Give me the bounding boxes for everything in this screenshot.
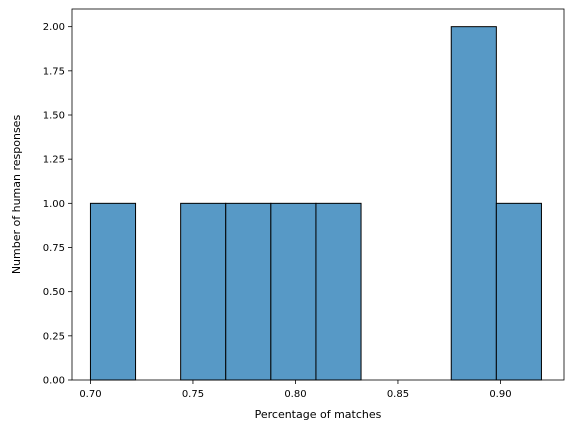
histogram-bar <box>181 203 226 380</box>
y-tick-label: 0.00 <box>43 376 65 387</box>
x-tick-label: 0.75 <box>182 389 204 400</box>
y-tick-label: 0.50 <box>43 287 65 298</box>
y-tick-label: 1.25 <box>43 155 65 166</box>
y-axis-ticks: 0.00 0.25 0.50 0.75 1.00 1.25 1.50 1.75 2.00 <box>43 22 72 386</box>
histogram-bars <box>90 27 541 380</box>
y-tick-label: 1.50 <box>43 111 65 122</box>
histogram-bar <box>316 203 361 380</box>
y-tick-label: 0.75 <box>43 243 65 254</box>
y-tick-label: 0.25 <box>43 331 65 342</box>
histogram-bar <box>271 203 316 380</box>
x-axis-label: Percentage of matches <box>255 408 382 421</box>
x-tick-label: 0.70 <box>79 389 101 400</box>
x-tick-label: 0.90 <box>489 389 511 400</box>
y-tick-label: 1.00 <box>43 199 65 210</box>
histogram-bar <box>90 203 135 380</box>
x-tick-label: 0.85 <box>387 389 409 400</box>
histogram-bar <box>226 203 271 380</box>
y-axis-label: Number of human responses <box>10 115 23 275</box>
x-axis-ticks: 0.70 0.75 0.80 0.85 0.90 <box>79 380 511 400</box>
histogram-bar <box>451 27 496 380</box>
x-tick-label: 0.80 <box>284 389 306 400</box>
histogram-bar <box>496 203 541 380</box>
y-tick-label: 1.75 <box>43 66 65 77</box>
y-tick-label: 2.00 <box>43 22 65 33</box>
